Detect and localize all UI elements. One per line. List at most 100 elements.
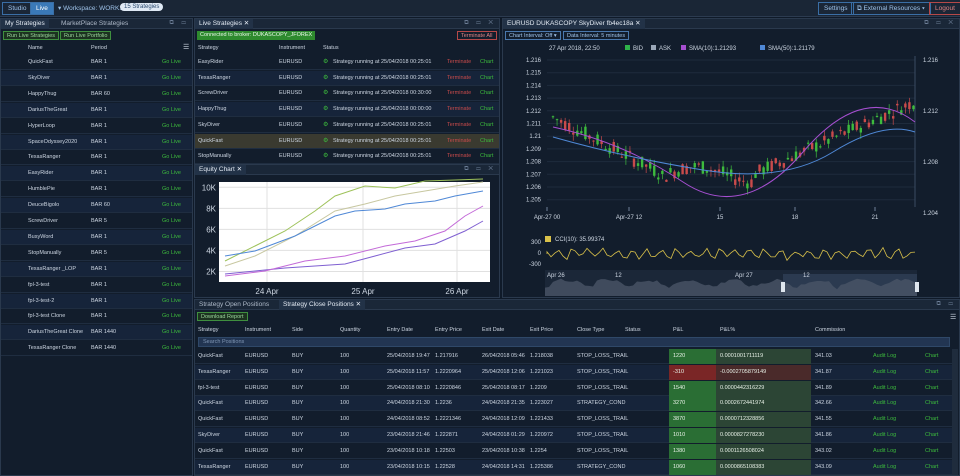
position-row[interactable]: QuickFast EURUSD BUY 100 23/04/2018 10:18 1.2… xyxy=(195,443,953,459)
strategy-row[interactable]: HumblePie BAR 1 Go Live xyxy=(1,182,192,198)
panel-window-icons[interactable]: ⧉ ▭ xyxy=(936,301,956,307)
chart-link[interactable]: Chart xyxy=(480,74,494,81)
go-live-link[interactable]: Go Live xyxy=(162,297,181,304)
audit-log-link[interactable]: Audit Log xyxy=(873,432,897,438)
strategy-row[interactable]: TexasRanger _LOP BAR 1 Go Live xyxy=(1,261,192,277)
workspace-dropdown[interactable]: ▾ Workspace: WORK1 xyxy=(58,5,123,12)
equity-chart[interactable]: 2K 4K 6K 8K 10K 24 Apr 25 Apr 26 Apr xyxy=(195,176,499,298)
strategy-row[interactable]: HyperLoop BAR 1 Go Live xyxy=(1,119,192,134)
studio-button[interactable]: Studio xyxy=(2,2,33,15)
live-strategy-row[interactable]: ScrewDriver EURUSD ⚙ Strategy running at 25… xyxy=(195,86,499,102)
panel-window-icons[interactable]: ⧉ ▭ xyxy=(169,20,189,26)
chart-link[interactable]: Chart xyxy=(925,368,939,375)
price-chart[interactable]: 27 Apr 2018, 22:50 BID ASK SMA(10):1.21293 S… xyxy=(503,42,959,298)
audit-log-link[interactable]: Audit Log xyxy=(873,447,897,454)
position-row[interactable]: fpl-3-test EURUSD BUY 100 25/04/2018 08:10 1.… xyxy=(195,380,953,396)
terminate-all-button[interactable]: Terminate All xyxy=(457,31,497,40)
chart-interval-dropdown[interactable]: Chart Interval: Off ▾ xyxy=(505,31,561,40)
strategy-row[interactable]: SkyDiver BAR 1 Go Live xyxy=(1,70,192,86)
position-row[interactable]: QuickFast EURUSD BUY 100 24/04/2018 21:30 1.2… xyxy=(195,396,953,412)
panel-window-icons[interactable]: ⧉ ▭ ✕ xyxy=(464,20,496,26)
go-live-link[interactable]: Go Live xyxy=(162,59,181,65)
strategy-row[interactable]: EasyRider BAR 1 Go Live xyxy=(1,166,192,182)
go-live-link[interactable]: Go Live xyxy=(162,345,181,352)
menu-icon[interactable]: ☰ xyxy=(183,44,190,51)
strategy-row[interactable]: fpl-3-test Clone BAR 1 Go Live xyxy=(1,309,192,325)
position-row[interactable]: TexasRanger EURUSD BUY 100 25/04/2018 11:57 1… xyxy=(195,364,953,380)
live-strategy-row[interactable]: StopManually EURUSD ⚙ Strategy running at 2… xyxy=(195,149,499,165)
panel-window-icons[interactable]: ⧉ ▭ ✕ xyxy=(464,166,496,172)
download-report-button[interactable]: Download Report xyxy=(197,312,248,321)
menu-icon[interactable]: ☰ xyxy=(950,314,957,321)
position-row[interactable]: QuickFast EURUSD BUY 100 24/04/2018 08:52 1.2… xyxy=(195,412,953,428)
chart-link[interactable]: Chart xyxy=(925,384,939,391)
chart-link[interactable]: Chart xyxy=(480,153,494,160)
go-live-link[interactable]: Go Live xyxy=(162,74,181,81)
audit-log-link[interactable]: Audit Log xyxy=(873,416,897,423)
chart-link[interactable]: Chart xyxy=(480,121,494,128)
terminate-link[interactable]: Terminate xyxy=(447,153,472,160)
run-live-strategies-button[interactable]: Run Live Strategies xyxy=(3,31,59,40)
logout-button[interactable]: Logout xyxy=(929,2,960,15)
strategy-row[interactable]: TexasRanger BAR 1 Go Live xyxy=(1,150,192,166)
terminate-link[interactable]: Terminate xyxy=(447,121,472,128)
audit-log-link[interactable]: Audit Log xyxy=(873,353,897,359)
chart-link[interactable]: Chart xyxy=(925,400,939,407)
chart-link[interactable]: Chart xyxy=(480,90,494,97)
terminate-link[interactable]: Terminate xyxy=(447,59,472,65)
chart-link[interactable]: Chart xyxy=(925,432,939,438)
strategy-row[interactable]: StopManually BAR 5 Go Live xyxy=(1,246,192,261)
terminate-link[interactable]: Terminate xyxy=(447,90,472,97)
live-strategy-row[interactable]: HappyThug EURUSD ⚙ Strategy running at 25/0… xyxy=(195,102,499,118)
strategy-row[interactable]: BusyWord BAR 1 Go Live xyxy=(1,229,192,245)
positions-scrollbar[interactable] xyxy=(952,349,958,475)
live-button[interactable]: Live xyxy=(30,2,54,15)
go-live-link[interactable]: Go Live xyxy=(162,202,181,209)
go-live-link[interactable]: Go Live xyxy=(162,154,181,161)
chart-link[interactable]: Chart xyxy=(925,353,939,359)
strategy-row[interactable]: QuickFast BAR 1 Go Live xyxy=(1,55,192,70)
search-positions-input[interactable]: Search Positions xyxy=(198,337,950,347)
strategy-row[interactable]: ScrewDriver BAR 5 Go Live xyxy=(1,214,192,229)
go-live-link[interactable]: Go Live xyxy=(162,249,181,256)
chart-link[interactable]: Chart xyxy=(480,137,494,144)
strategy-row[interactable]: TexasRanger Clone BAR 1440 Go Live xyxy=(1,341,192,357)
chart-link[interactable]: Chart xyxy=(925,416,939,423)
strategy-row[interactable]: DariusTheGreat Clone BAR 1440 Go Live xyxy=(1,325,192,341)
chart-link[interactable]: Chart xyxy=(480,106,494,113)
audit-log-link[interactable]: Audit Log xyxy=(873,463,897,470)
live-strategy-row[interactable]: TexasRanger EURUSD ⚙ Strategy running at 25… xyxy=(195,70,499,86)
go-live-link[interactable]: Go Live xyxy=(162,90,181,97)
position-row[interactable]: QuickFast EURUSD BUY 100 25/04/2018 19:47 1.2… xyxy=(195,349,953,364)
strategy-row[interactable]: DeuceBigolo BAR 60 Go Live xyxy=(1,198,192,214)
chart-link[interactable]: Chart xyxy=(925,463,939,470)
tab-price-chart[interactable]: EURUSD DUKASCOPY SkyDiver fb4ec18a ✕ xyxy=(503,19,645,29)
tab-equity-chart[interactable]: Equity Chart ✕ xyxy=(195,165,247,175)
strategy-row[interactable]: HappyThug BAR 60 Go Live xyxy=(1,87,192,102)
terminate-link[interactable]: Terminate xyxy=(447,74,472,81)
strategy-row[interactable]: fpl-3-test BAR 1 Go Live xyxy=(1,278,192,293)
position-row[interactable]: SkyDiver EURUSD BUY 100 23/04/2018 21:46 1.22… xyxy=(195,428,953,443)
terminate-link[interactable]: Terminate xyxy=(447,106,472,113)
go-live-link[interactable]: Go Live xyxy=(162,170,181,177)
go-live-link[interactable]: Go Live xyxy=(162,265,181,272)
audit-log-link[interactable]: Audit Log xyxy=(873,368,897,375)
go-live-link[interactable]: Go Live xyxy=(162,218,181,224)
tab-close-positions[interactable]: Strategy Close Positions ✕ xyxy=(279,300,366,310)
go-live-link[interactable]: Go Live xyxy=(162,122,181,129)
tab-live-strategies[interactable]: Live Strategies ✕ xyxy=(195,19,254,29)
terminate-link[interactable]: Terminate xyxy=(447,137,472,144)
run-live-portfolio-button[interactable]: Run Live Portfolio xyxy=(60,31,112,40)
go-live-link[interactable]: Go Live xyxy=(162,106,181,113)
go-live-link[interactable]: Go Live xyxy=(162,233,181,240)
go-live-link[interactable]: Go Live xyxy=(162,138,181,145)
audit-log-link[interactable]: Audit Log xyxy=(873,400,897,407)
tab-open-positions[interactable]: Strategy Open Positions xyxy=(199,301,270,308)
strategy-row[interactable]: DariusTheGreat BAR 1 Go Live xyxy=(1,102,192,118)
chart-link[interactable]: Chart xyxy=(480,59,494,65)
go-live-link[interactable]: Go Live xyxy=(162,281,181,288)
strategy-row[interactable]: SpaceOdyssey2020 BAR 1 Go Live xyxy=(1,134,192,150)
live-strategy-row[interactable]: QuickFast EURUSD ⚙ Strategy running at 25/0… xyxy=(195,133,499,149)
live-strategy-row[interactable]: EasyRider EURUSD ⚙ Strategy running at 25/0… xyxy=(195,55,499,70)
tab-marketplace-strategies[interactable]: MarketPlace Strategies xyxy=(61,20,129,27)
